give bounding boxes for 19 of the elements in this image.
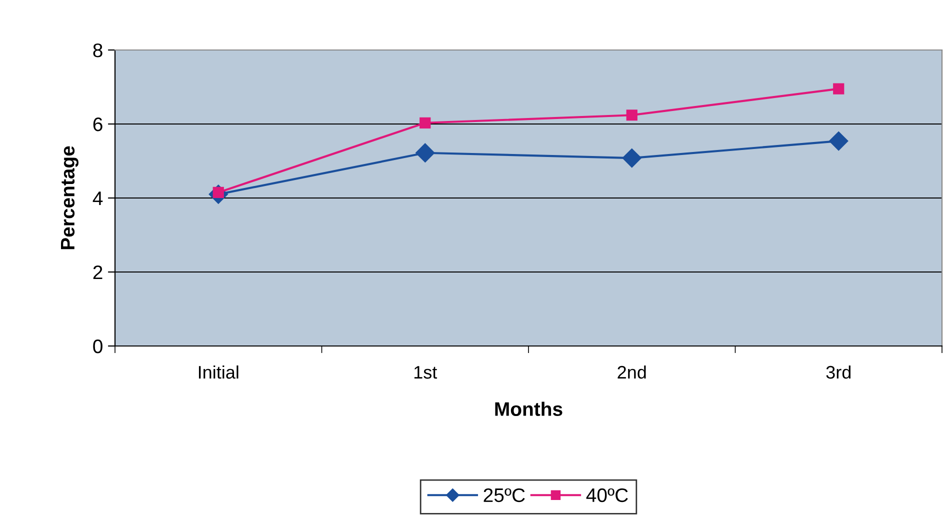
x-axis-title: Months xyxy=(495,402,562,416)
point xyxy=(833,83,844,94)
x-tick-label: Initial xyxy=(198,365,238,379)
point xyxy=(420,117,431,128)
x-tick-label: 3rd xyxy=(826,365,851,379)
y-tick-label: 2 xyxy=(93,265,102,280)
x-tick-label: 2nd xyxy=(618,365,646,379)
point xyxy=(416,143,435,162)
legend-label: 40ºC xyxy=(586,488,628,502)
y-tick-label: 0 xyxy=(93,339,102,354)
x-tick-label: 1st xyxy=(414,366,438,379)
y-tick-label: 6 xyxy=(93,117,102,132)
point xyxy=(622,148,642,168)
y-tick-label: 8 xyxy=(93,43,102,58)
point xyxy=(626,110,638,121)
y-axis-title: Percentage xyxy=(60,146,78,250)
point xyxy=(829,131,848,151)
legend-label: 25ºC xyxy=(484,488,525,502)
y-tick-label: 4 xyxy=(92,192,103,206)
